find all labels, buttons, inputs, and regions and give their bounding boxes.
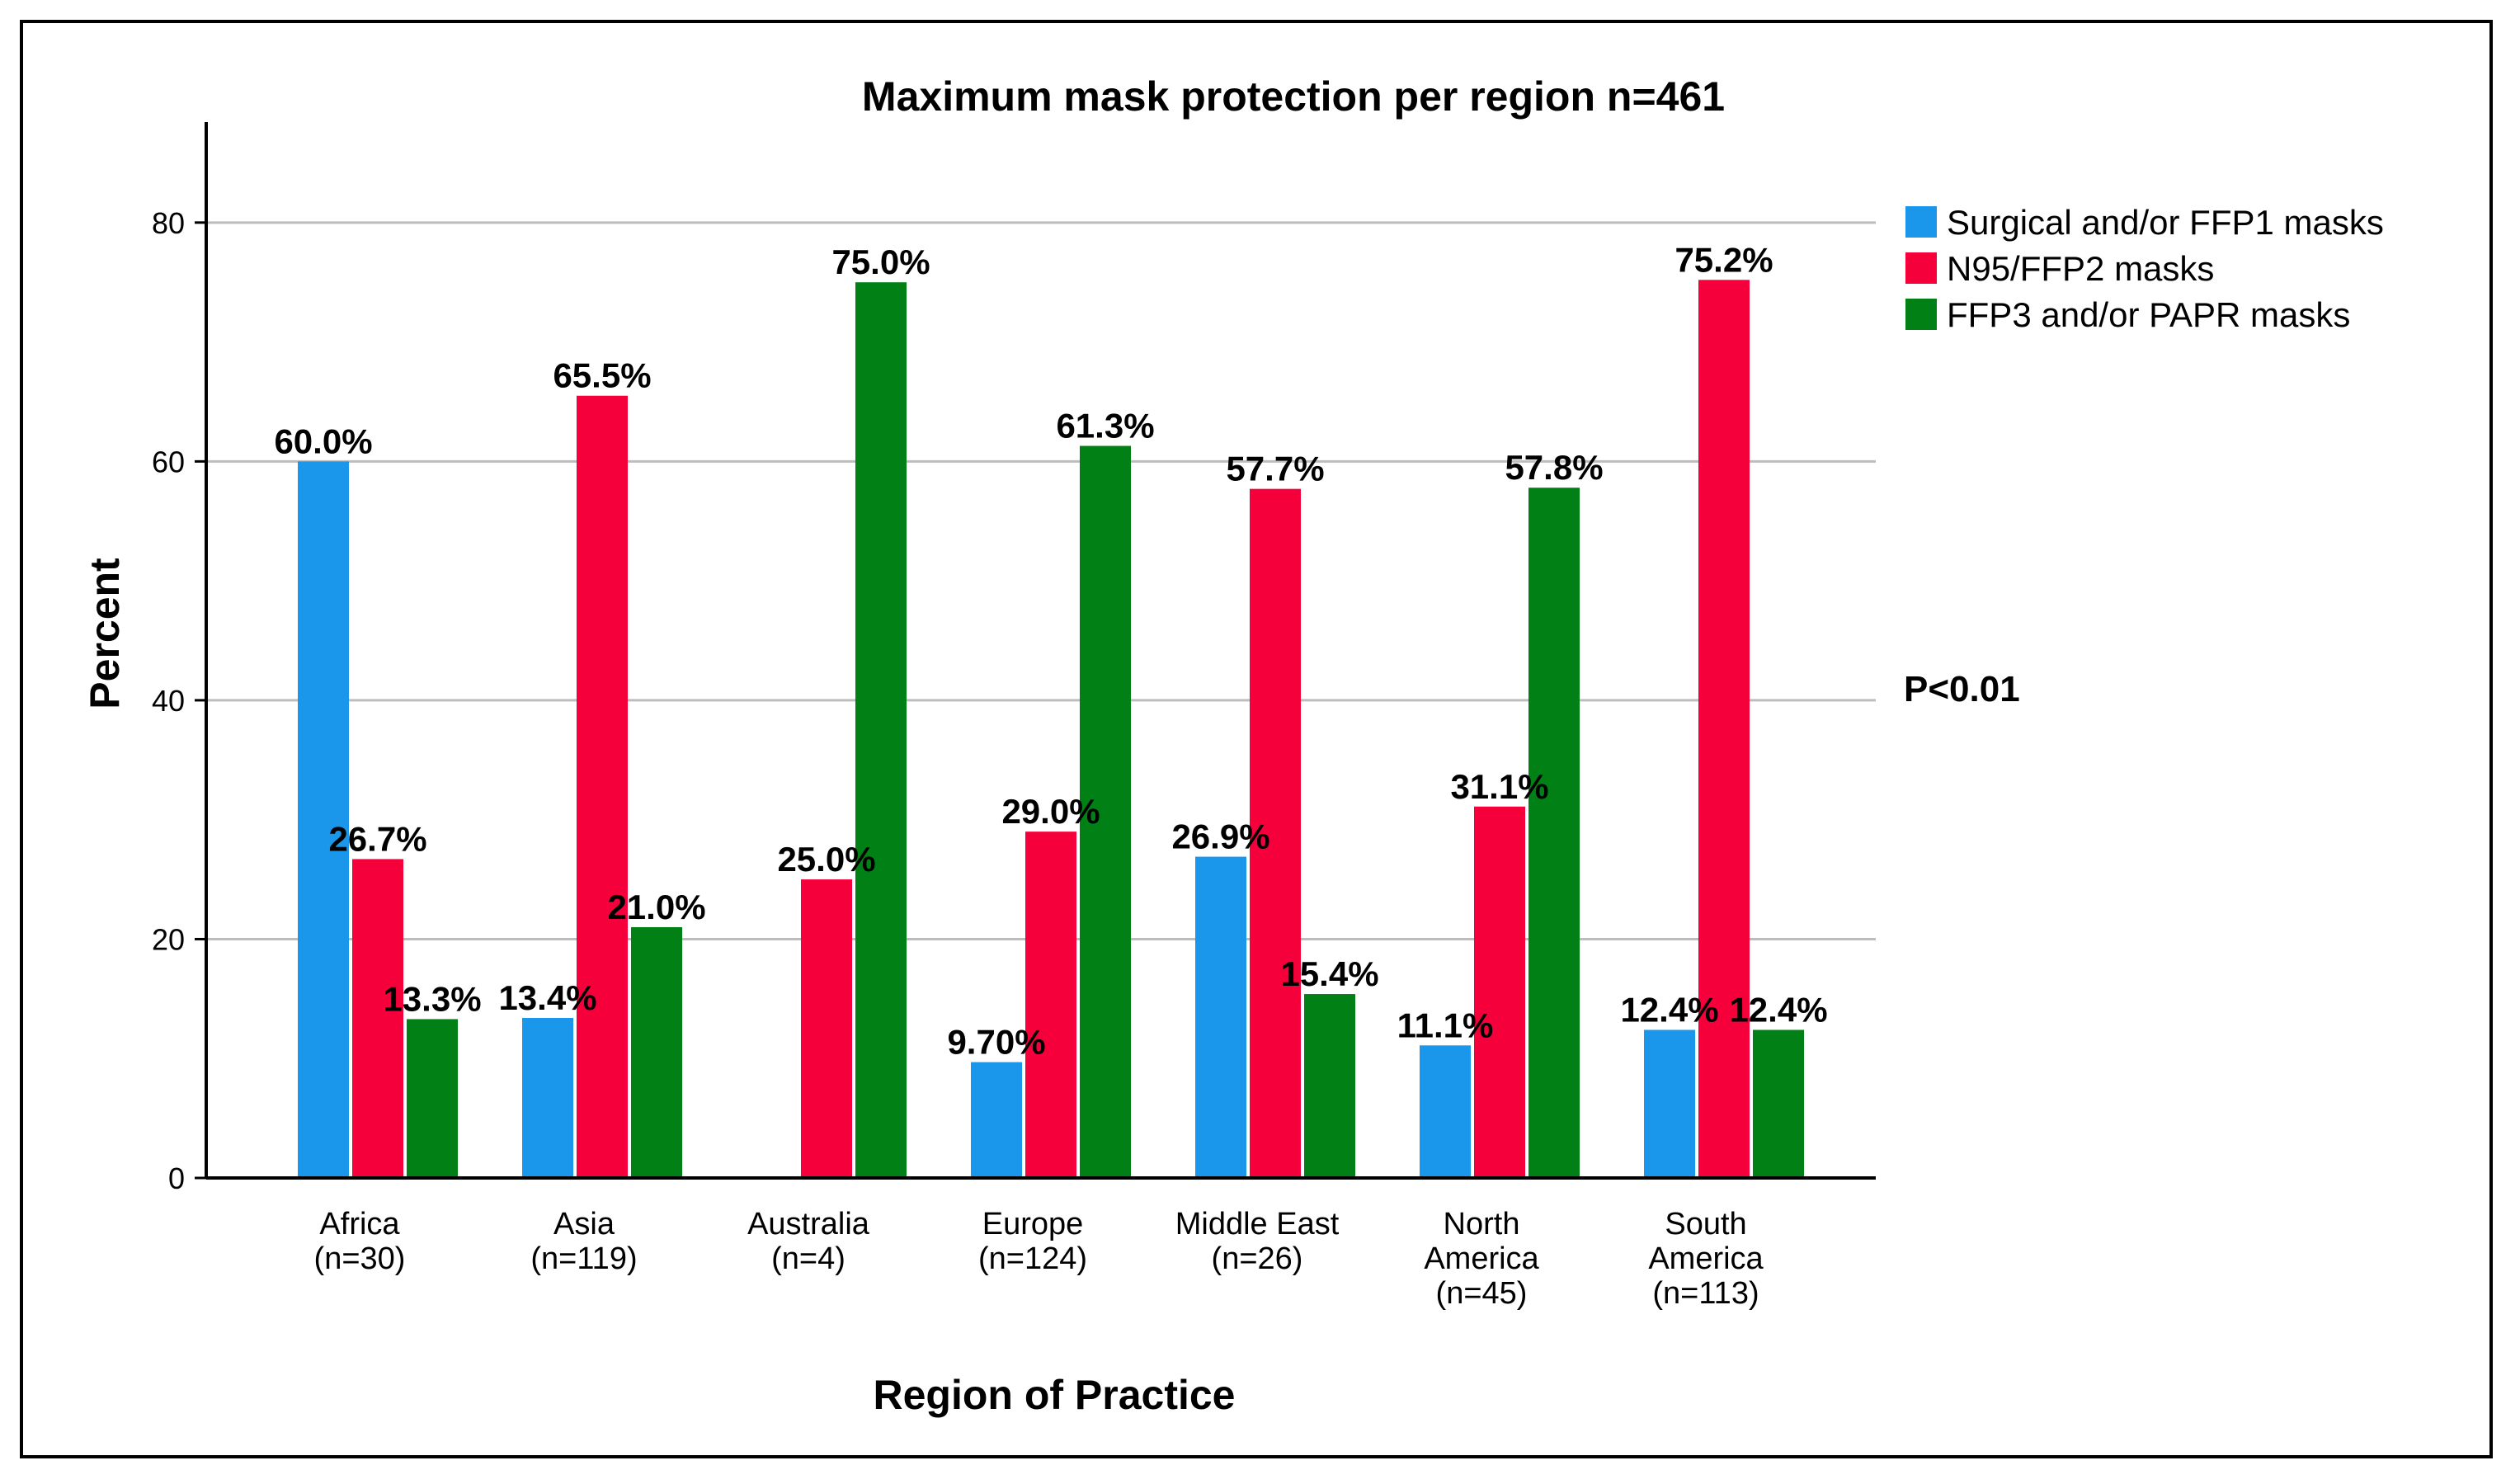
x-tick-label: South America (n=113): [1648, 1207, 1764, 1311]
bar: [1528, 488, 1580, 1178]
x-tick-label: Europe (n=124): [978, 1207, 1087, 1276]
y-tick-label: 80: [152, 206, 185, 240]
legend: Surgical and/or FFP1 masks N95/FFP2 masks…: [1905, 203, 2384, 334]
x-tick-label: North America (n=45): [1424, 1207, 1539, 1311]
bar: [801, 879, 852, 1178]
legend-swatch: [1905, 252, 1937, 284]
data-label: 57.8%: [1505, 448, 1603, 487]
bar: [1698, 280, 1750, 1178]
legend-entry: N95/FFP2 masks: [1947, 249, 2214, 288]
bar: [1304, 994, 1355, 1178]
legend-entry: Surgical and/or FFP1 masks: [1947, 203, 2384, 242]
data-label: 12.4%: [1729, 990, 1827, 1029]
bar: [855, 282, 907, 1178]
data-label: 25.0%: [777, 840, 875, 879]
bar: [352, 859, 403, 1178]
data-label: 13.4%: [498, 978, 596, 1017]
legend-swatch: [1905, 206, 1937, 238]
bar: [298, 461, 349, 1178]
y-tick-label: 20: [152, 922, 185, 956]
bar: [522, 1018, 573, 1178]
data-labels: 60.0% 26.7% 13.3% 13.4% 65.5% 21.0% 25.0% 75.0%…: [274, 240, 1827, 1061]
data-label: 57.7%: [1226, 450, 1324, 488]
bar: [1025, 832, 1076, 1178]
data-label: 15.4%: [1280, 954, 1378, 993]
y-tick-label: 40: [152, 684, 185, 718]
bar: [971, 1062, 1022, 1178]
x-axis-title: Region of Practice: [874, 1372, 1236, 1418]
data-label: 21.0%: [607, 888, 705, 926]
bar: [577, 395, 628, 1178]
bar: [1420, 1045, 1471, 1178]
chart-title: Maximum mask protection per region n=461: [862, 73, 1725, 120]
bar: [1474, 806, 1525, 1178]
data-label: 26.7%: [328, 819, 426, 858]
legend-swatch: [1905, 299, 1937, 330]
p-value-annotation: P<0.01: [1904, 669, 2020, 709]
y-axis-title: Percent: [82, 558, 128, 709]
data-label: 26.9%: [1171, 817, 1269, 856]
x-tick-label: Australia (n=4): [747, 1207, 870, 1276]
data-label: 75.0%: [831, 243, 930, 281]
bar: [1250, 488, 1301, 1178]
bar: [1644, 1029, 1695, 1178]
data-label: 61.3%: [1056, 407, 1154, 445]
data-label: 29.0%: [1001, 792, 1100, 831]
data-label: 60.0%: [274, 422, 372, 460]
bar: [1195, 856, 1246, 1178]
data-label: 11.1%: [1397, 1006, 1494, 1044]
data-label: 13.3%: [383, 979, 481, 1018]
data-label: 9.70%: [947, 1023, 1045, 1062]
legend-entry: FFP3 and/or PAPR masks: [1947, 295, 2350, 334]
x-tick-label: Asia (n=119): [530, 1207, 637, 1276]
bar: [407, 1019, 458, 1178]
bar-chart: 0 20 40 60 80 Africa (n=30) Asia (n=119) Australi…: [82, 73, 2384, 1418]
data-label: 65.5%: [553, 356, 651, 395]
axes: 0 20 40 60 80 Africa (n=30) Asia (n=119) Australi…: [152, 122, 1876, 1311]
y-tick-label: 60: [152, 445, 185, 478]
x-tick-label: Middle East (n=26): [1175, 1207, 1340, 1276]
figure-frame: 0 20 40 60 80 Africa (n=30) Asia (n=119) Australi…: [20, 20, 2493, 1458]
bar: [631, 926, 682, 1178]
y-tick-label: 0: [168, 1161, 185, 1195]
bar: [1753, 1029, 1804, 1178]
bar: [1080, 445, 1131, 1178]
data-label: 31.1%: [1450, 767, 1548, 806]
x-tick-label: Africa (n=30): [314, 1207, 406, 1276]
bars: [298, 280, 1804, 1178]
data-label: 75.2%: [1675, 240, 1773, 279]
data-label: 12.4%: [1620, 990, 1718, 1029]
